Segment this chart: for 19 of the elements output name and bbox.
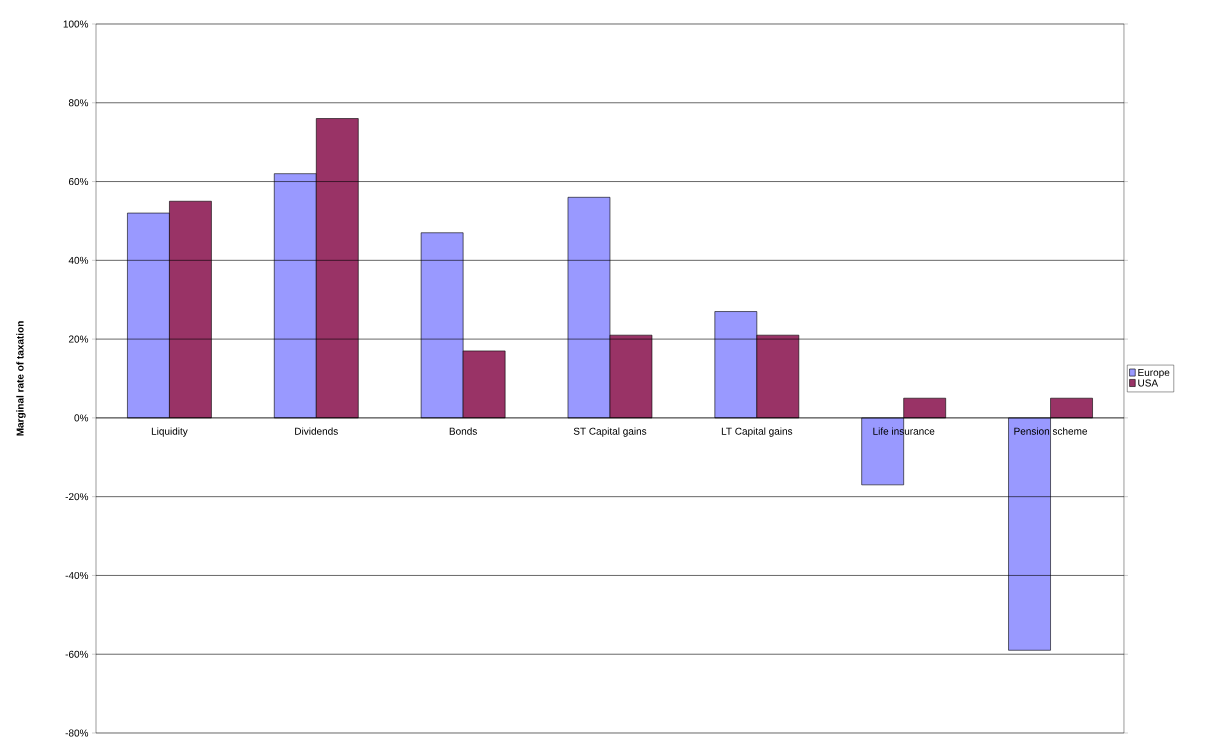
- x-tick-label: LT Capital gains: [721, 427, 793, 437]
- y-tick-label: 20%: [68, 335, 89, 343]
- legend-label: Europe: [1138, 369, 1170, 379]
- y-tick-label: 80%: [68, 99, 89, 107]
- y-tick-label: 100%: [63, 20, 89, 28]
- y-tick-label: -60%: [65, 650, 89, 658]
- y-axis-title: Marginal rate of taxation: [16, 321, 26, 436]
- legend-label: USA: [1138, 379, 1159, 387]
- x-tick-label: Dividends: [295, 427, 338, 435]
- x-tick-label: Bonds: [449, 427, 477, 435]
- y-tick-label: -80%: [65, 729, 89, 737]
- y-tick-label: -40%: [65, 571, 89, 579]
- y-tick-label: 40%: [68, 256, 89, 264]
- x-tick-label: Pension scheme: [1014, 427, 1088, 435]
- x-tick-label: Liquidity: [151, 427, 188, 437]
- y-tick-label: 0%: [74, 414, 89, 422]
- x-tick-label: ST Capital gains: [573, 427, 647, 437]
- y-tick-label: -20%: [65, 493, 89, 501]
- y-tick-label: 60%: [68, 178, 89, 186]
